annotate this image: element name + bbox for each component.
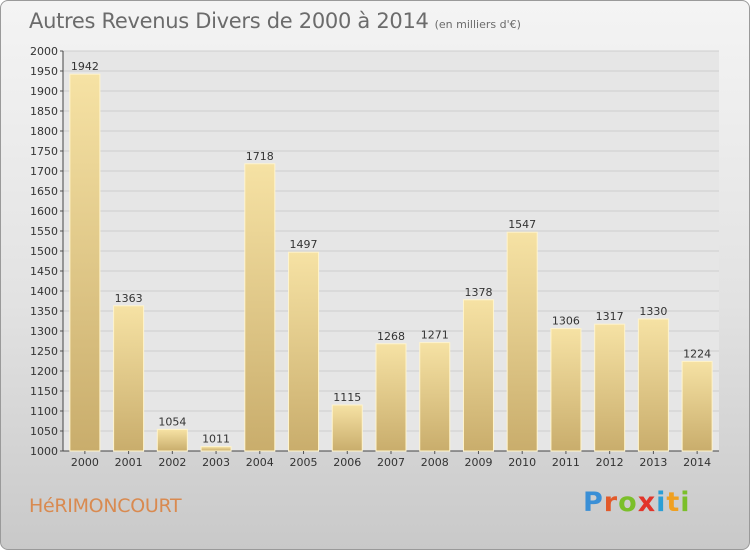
bar [550,328,582,452]
y-tick-label: 1850 [30,105,58,118]
y-tick-label: 1750 [30,145,58,158]
bars [69,73,713,452]
x-tick-label: 2002 [158,456,186,469]
y-tick-label: 1150 [30,385,58,398]
y-tick-label: 1600 [30,205,58,218]
bar [331,404,363,452]
bar-value-label: 1718 [246,150,274,163]
logo-letter: t [666,487,681,518]
bar [244,163,276,452]
bar-value-label: 1271 [421,329,449,342]
y-tick-label: 1000 [30,445,58,458]
bar [375,343,407,452]
y-tick-label: 2000 [30,45,58,58]
logo-letter: r [603,487,619,518]
y-tick-label: 1050 [30,425,58,438]
bar-value-label: 1497 [290,238,318,251]
logo-letter: o [618,487,638,518]
logo-letter: P [583,487,604,518]
x-tick-label: 2011 [552,456,580,469]
x-tick-label: 2004 [246,456,274,469]
bar [506,231,538,452]
x-tick-label: 2010 [508,456,536,469]
y-tick-label: 1900 [30,85,58,98]
bar [69,73,101,452]
proxiti-logo: Proxiti [583,487,691,518]
bar [156,428,188,452]
bar [462,299,494,452]
logo-letter: i [680,487,691,518]
y-tick-label: 1400 [30,285,58,298]
y-tick-label: 1100 [30,405,58,418]
x-tick-label: 2006 [333,456,361,469]
y-tick-label: 1650 [30,185,58,198]
bar-value-label: 1224 [683,347,711,360]
value-labels: 1942 1363 1054 1011 1718 1497 1115 1268 1271 1378… [71,60,711,445]
x-tick-label: 2008 [421,456,449,469]
bar-value-label: 1330 [639,305,667,318]
x-tick-label: 2013 [639,456,667,469]
tick-labels: 1000 1050 1100 1150 1200 1250 1300 1350 1400 1450… [30,45,711,469]
bar-value-label: 1011 [202,433,230,446]
bar [681,360,713,452]
bar [288,251,320,452]
bar-value-label: 1378 [464,286,492,299]
y-tick-label: 1500 [30,245,58,258]
y-tick-label: 1300 [30,325,58,338]
y-tick-label: 1350 [30,305,58,318]
bar-value-label: 1942 [71,60,99,73]
bar-value-label: 1268 [377,330,405,343]
x-tick-label: 2009 [464,456,492,469]
bar [594,323,626,452]
bar-value-label: 1547 [508,218,536,231]
y-tick-label: 1250 [30,345,58,358]
bar-value-label: 1115 [333,391,361,404]
bar [113,305,145,452]
bar-value-label: 1054 [158,415,186,428]
city-name: HéRIMONCOURT [29,495,182,517]
y-tick-label: 1950 [30,65,58,78]
bar-value-label: 1363 [115,292,143,305]
x-tick-label: 2014 [683,456,711,469]
x-tick-label: 2003 [202,456,230,469]
y-tick-label: 1550 [30,225,58,238]
bar [200,446,232,452]
x-tick-label: 2001 [115,456,143,469]
x-tick-label: 2000 [71,456,99,469]
x-tick-label: 2007 [377,456,405,469]
chart-subtitle: (en milliers d'€) [434,18,521,31]
logo-letter: i [656,487,667,518]
x-tick-label: 2012 [596,456,624,469]
x-tick-label: 2005 [290,456,318,469]
logo-letter: x [637,487,657,518]
bar [419,342,451,452]
bar-value-label: 1317 [596,310,624,323]
bar [637,318,669,452]
y-tick-label: 1700 [30,165,58,178]
chart-title: Autres Revenus Divers de 2000 à 2014 (en … [29,9,521,33]
y-tick-label: 1800 [30,125,58,138]
bar-value-label: 1306 [552,315,580,328]
y-tick-label: 1200 [30,365,58,378]
y-tick-label: 1450 [30,265,58,278]
